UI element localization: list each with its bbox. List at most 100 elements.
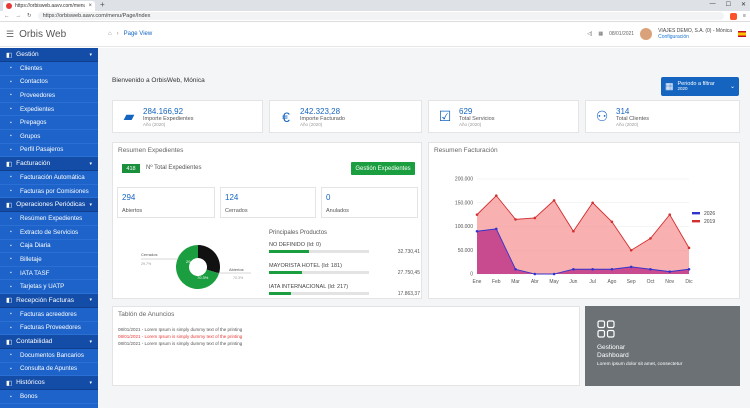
sidebar-item-label: Caja Diaria (20, 242, 51, 250)
spain-flag-icon[interactable] (738, 31, 746, 37)
sidebar-item-label: Clientes (20, 64, 43, 72)
data-point-2019 (494, 194, 498, 197)
calendar-icon: ▦ (665, 81, 674, 91)
kpi-value: 242.323,28 (300, 106, 341, 116)
sidebar-section-historicos[interactable]: ◧ Históricos ▾ (0, 376, 98, 391)
menu-item-icon: ▪ (10, 311, 12, 318)
sidebar-section-recepcion-facturas[interactable]: ◧ Recepción Facturas ▾ (0, 293, 98, 308)
sidebar-section-facturacion[interactable]: ◧ Facturación ▾ (0, 157, 98, 172)
sidebar-section-operaciones-periodicas[interactable]: ◧ Operaciones Periódicas ▾ (0, 198, 98, 213)
collapse-icon[interactable]: ◁| (587, 31, 593, 37)
close-tab-icon[interactable]: × (88, 3, 92, 9)
donut-cerrados-pct: 29.7% (141, 262, 152, 266)
sidebar-item-consulta-de-apuntes[interactable]: ▪ Consulta de Apuntes (0, 363, 98, 377)
sidebar-item-clientes[interactable]: ▪ Clientes (0, 62, 98, 76)
x-tick-label: Feb (492, 279, 501, 285)
producto-bar-fill (269, 292, 291, 295)
favicon-icon (6, 3, 12, 9)
sidebar-item-documentos-bancarios[interactable]: ▪ Documentos Bancarios (0, 349, 98, 363)
kpi-card-1: €242.323,28 Importe Facturado Año (2020) (269, 100, 422, 133)
sidebar-item-tarjetas-y-uatp[interactable]: ▪ Tarjetas y UATP (0, 280, 98, 294)
x-tick-label: Jun (569, 279, 577, 285)
y-tick-label: 100.000 (455, 224, 473, 230)
panel-title: Resumen Facturación (434, 147, 498, 154)
gestion-expedientes-button[interactable]: Gestión Expedientes (351, 162, 415, 175)
sidebar-item-facturas-proveedores[interactable]: ▪ Facturas Proveedores (0, 322, 98, 336)
kpi-card-3: ⚇ 314 Total Clientes Año (2020) (585, 100, 740, 133)
x-tick-label: Ago (607, 279, 616, 285)
producto-bar (269, 271, 369, 274)
sidebar-item-label: Resúmen Expedientes (20, 215, 83, 223)
home-icon[interactable]: ⌂ (108, 31, 112, 37)
browser-tab[interactable]: https://orbisweb.aavv.com/menu × (3, 1, 95, 11)
sidebar-item-label: Grupos (20, 132, 41, 140)
sidebar-item-caja-diaria[interactable]: ▪ Caja Diaria (0, 240, 98, 254)
hamburger-icon[interactable]: ☰ (6, 28, 15, 39)
legend-label-2026: 2026 (704, 211, 715, 217)
sidebar-item-iata-tasf[interactable]: ▪ IATA TASF (0, 267, 98, 281)
back-icon[interactable]: ← (4, 13, 10, 19)
abiertos-value: 294 (122, 193, 136, 202)
calendar-icon: ▦ (598, 31, 604, 37)
series-area-2019 (477, 195, 689, 274)
sidebar-item-resumen-expedientes[interactable]: ▪ Resúmen Expedientes (0, 212, 98, 226)
section-label: Gestión (16, 51, 39, 58)
sidebar-item-facturacion-automatica[interactable]: ▪ Facturación Automática (0, 171, 98, 185)
data-point-2019 (552, 199, 556, 202)
sidebar-item-expedientes[interactable]: ▪ Expedientes (0, 103, 98, 117)
brave-shield-icon[interactable] (729, 12, 737, 20)
data-point-2026 (533, 272, 537, 276)
kpi-label: Total Servicios (459, 115, 495, 122)
data-point-2026 (591, 267, 594, 271)
chevron-down-icon: ▾ (89, 338, 92, 345)
avatar[interactable] (640, 28, 653, 40)
clients-icon: ⚇ (595, 108, 609, 124)
chevron-down-icon: ▾ (89, 51, 92, 58)
close-window-button[interactable]: ✕ (740, 2, 746, 8)
donut-abiertos-pct: 70.3% (233, 276, 244, 280)
producto-name: MAYORISTA HOTEL (Id: 181) (269, 263, 342, 269)
sidebar-item-label: Documentos Bancarios (20, 351, 84, 359)
data-point-2019 (533, 216, 537, 220)
forward-icon[interactable]: → (15, 13, 22, 19)
minimize-button[interactable]: — (709, 1, 716, 7)
sidebar-item-grupos[interactable]: ▪ Grupos (0, 130, 98, 144)
sidebar-item-contactos[interactable]: ▪ Contactos (0, 76, 98, 90)
maximize-button[interactable]: ☐ (725, 2, 731, 8)
menu-item-icon: ▪ (10, 174, 12, 181)
series-line-2019 (476, 194, 690, 251)
sidebar-item-billetaje[interactable]: ▪ Billetaje (0, 253, 98, 267)
sidebar-item-perfil-pasajeros[interactable]: ▪ Perfil Pasajeros (0, 144, 98, 158)
anuncio-line[interactable]: 08/01/2021 - Lorem Ipsum is simply dummy… (118, 341, 243, 346)
anuncio-line[interactable]: 08/01/2021 - Lorem Ipsum is simply dummy… (118, 327, 243, 332)
x-tick-label: Nov (665, 279, 674, 285)
producto-bar (269, 250, 369, 253)
config-link[interactable]: Configuración (658, 34, 689, 40)
reload-icon[interactable]: ↻ (27, 13, 32, 19)
breadcrumb: ⌂ › Page View (108, 31, 152, 37)
sidebar-item-label: Proveedores (20, 91, 56, 99)
breadcrumb-current[interactable]: Page View (123, 31, 153, 37)
main-content: Bienvenido a OrbisWeb, Mónica ▦ Periodo … (98, 48, 750, 408)
sidebar-item-bonos[interactable]: ▪ Bonos (0, 390, 98, 404)
kpi-year: Año (2020) (459, 121, 482, 127)
address-input[interactable]: https://orbisweb.aavv.com/menu/Page/Inde… (37, 12, 724, 20)
sidebar-item-extracto-de-servicios[interactable]: ▪ Extracto de Servicios (0, 226, 98, 240)
sidebar-item-label: Extracto de Servicios (20, 228, 79, 236)
x-tick-label: Mar (511, 279, 520, 285)
sidebar-item-facturas-acreedores[interactable]: ▪ Facturas acreedores (0, 308, 98, 322)
gestionar-dashboard-card[interactable]: Gestionar Dashboard Lorem ipsum dolor si… (585, 306, 740, 386)
sidebar-section-contabilidad[interactable]: ◧ Contabilidad ▾ (0, 335, 98, 350)
menu-icon[interactable]: ≡ (742, 13, 746, 19)
sidebar-item-prepagos[interactable]: ▪ Prepagos (0, 116, 98, 130)
menu-item-icon: ▪ (10, 256, 12, 263)
periodo-filter-button[interactable]: ▦ Periodo a filtrar 2020 ⌄ (661, 77, 739, 96)
chevron-down-icon: ▾ (89, 201, 92, 208)
sidebar-section-gestion[interactable]: ◧ Gestión ▾ (0, 48, 98, 62)
sidebar-item-facturas-por-comisiones[interactable]: ▪ Facturas por Comisiones (0, 185, 98, 199)
anuncio-line[interactable]: 08/01/2021 - Lorem Ipsum is simply dummy… (118, 334, 243, 339)
sidebar-item-proveedores[interactable]: ▪ Proveedores (0, 89, 98, 103)
new-tab-button[interactable]: + (100, 0, 105, 9)
data-point-2019 (649, 237, 652, 240)
